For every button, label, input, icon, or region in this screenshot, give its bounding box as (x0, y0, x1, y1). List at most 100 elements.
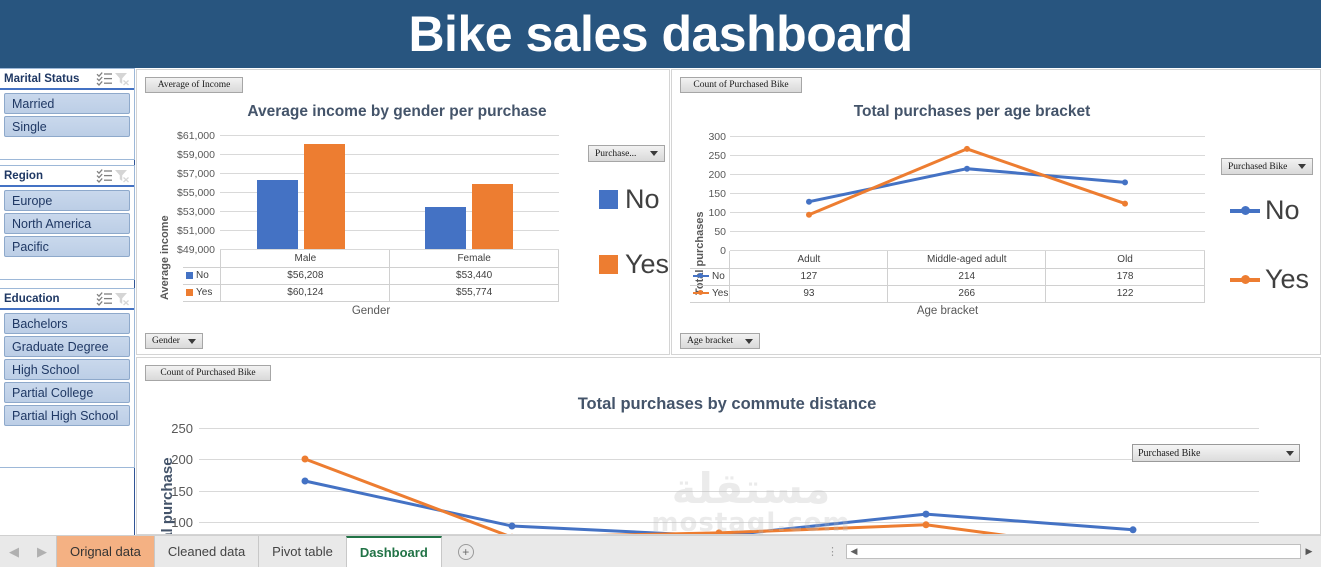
multi-select-icon[interactable] (96, 168, 113, 183)
y-tick: 250 (708, 150, 726, 162)
y-tick: 100 (708, 207, 726, 219)
legend-entry-no[interactable]: No (599, 184, 669, 215)
gridline (220, 173, 559, 174)
scrollbar-grip-icon[interactable]: ⋮ (827, 546, 838, 558)
table-header-cell: Adult (729, 251, 889, 269)
y-tick: $55,000 (177, 187, 215, 199)
legend-entry-no[interactable]: No (1230, 195, 1309, 226)
scroll-right-icon[interactable]: ▶ (1301, 546, 1317, 557)
series-line-yes (304, 457, 1007, 534)
table-cell: 266 (887, 284, 1047, 303)
gridline (220, 154, 559, 155)
data-point (922, 521, 930, 529)
pivot-axis-field-button-age-bracket[interactable]: Age bracket (680, 333, 760, 349)
legend-entry-no[interactable]: No (1157, 532, 1201, 534)
gridline (730, 212, 1205, 213)
legend-label: Yes (1246, 532, 1279, 534)
chevron-down-icon (188, 338, 196, 344)
table-header-cell: Middle-aged adult (887, 251, 1047, 269)
add-sheet-button[interactable]: + (442, 536, 490, 567)
legend-line-no (693, 273, 709, 279)
bar-female-yes[interactable] (472, 184, 513, 249)
pivot-value-field-button-income[interactable]: Average of Income (145, 77, 243, 93)
chart-average-income-by-gender[interactable]: Average of Income Average income by gend… (136, 69, 670, 355)
slicer-item-partial-high-school[interactable]: Partial High School (4, 405, 130, 426)
slicer-item-north-america[interactable]: North America (4, 213, 130, 234)
data-point (715, 529, 723, 534)
sheet-tabs: Orignal data Cleaned data Pivot table Da… (56, 536, 442, 567)
slicer-item-single[interactable]: Single (4, 116, 130, 137)
table-header-cell: Male (220, 250, 391, 268)
gridline (199, 428, 1259, 429)
legend-label: Yes (1265, 264, 1310, 294)
slicer-items: Married Single (0, 90, 134, 143)
slicer-item-bachelors[interactable]: Bachelors (4, 313, 130, 334)
slicer-item-pacific[interactable]: Pacific (4, 236, 130, 257)
bar-male-no[interactable] (257, 180, 298, 249)
sheet-tab-bar: ◀ ▶ Orignal data Cleaned data Pivot tabl… (0, 535, 1321, 567)
clear-filter-icon[interactable] (113, 291, 130, 306)
chart-purchases-by-commute-distance[interactable]: Count of Purchased Bike Total purchases … (136, 357, 1321, 535)
clear-filter-icon[interactable] (113, 71, 130, 86)
bar-male-yes[interactable] (304, 144, 345, 249)
table-cell: $55,774 (389, 283, 559, 302)
slicer-title: Marital Status (4, 72, 80, 85)
chart-purchases-per-age-bracket[interactable]: Count of Purchased Bike Total purchases … (671, 69, 1321, 355)
sheet-tab-dashboard[interactable]: Dashboard (345, 536, 442, 567)
multi-select-icon[interactable] (96, 291, 113, 306)
slicer-dropdown-purchased-bike[interactable]: Purchased Bike (1132, 444, 1300, 462)
pivot-legend-field-button-purchased-bike[interactable]: Purchased Bike (1221, 158, 1313, 175)
gridline (730, 174, 1205, 175)
slicer-item-high-school[interactable]: High School (4, 359, 130, 380)
worksheet-blank-area (0, 468, 135, 535)
y-tick: 200 (171, 452, 193, 467)
chart-legend: No Yes (1157, 532, 1279, 534)
slicer-education[interactable]: Education Bachelors Graduate Degree High… (0, 288, 135, 468)
y-tick: 250 (171, 421, 193, 436)
table-cell: $56,208 (220, 266, 391, 285)
slicer-item-married[interactable]: Married (4, 93, 130, 114)
slicer-item-graduate-degree[interactable]: Graduate Degree (4, 336, 130, 357)
pivot-axis-field-button-gender[interactable]: Gender (145, 333, 203, 349)
chart-data-table: Adult Middle-aged adult Old No 127 214 1… (690, 251, 1205, 303)
x-axis-title: Gender (351, 305, 391, 317)
pivot-value-field-button-count[interactable]: Count of Purchased Bike (680, 77, 802, 93)
series-line-yes (808, 147, 1126, 217)
pivot-value-field-button-count[interactable]: Count of Purchased Bike (145, 365, 271, 381)
sheet-tab-cleaned-data[interactable]: Cleaned data (153, 536, 259, 567)
legend-entry-yes[interactable]: Yes (1227, 532, 1279, 534)
chart-data-table: Male Female No $56,208 $53,440 Yes $60,1… (183, 250, 559, 302)
legend-label: No (1265, 195, 1300, 225)
table-series-label: No (690, 267, 731, 286)
chart-title: Total purchases by commute distance (577, 395, 877, 413)
scroll-left-icon[interactable]: ◀ (850, 546, 858, 556)
slicer-item-partial-college[interactable]: Partial College (4, 382, 130, 403)
data-point (1122, 179, 1128, 186)
slicer-header: Marital Status (0, 69, 134, 90)
gridline (220, 211, 559, 212)
slicer-region[interactable]: Region Europe North America Pacific (0, 165, 135, 280)
gridline (730, 250, 1205, 251)
y-tick: 100 (171, 515, 193, 530)
sheet-tab-pivot-table[interactable]: Pivot table (258, 536, 346, 567)
slicer-marital-status[interactable]: Marital Status Married Single (0, 68, 135, 160)
multi-select-icon[interactable] (96, 71, 113, 86)
data-point (806, 211, 812, 218)
pivot-legend-field-button-purchase[interactable]: Purchase... (588, 145, 665, 162)
horizontal-scrollbar[interactable]: ⋮ ◀ ▶ (827, 536, 1321, 567)
gridline (220, 192, 559, 193)
bar-female-no[interactable] (425, 207, 466, 249)
slicer-item-europe[interactable]: Europe (4, 190, 130, 211)
legend-entry-yes[interactable]: Yes (599, 249, 669, 280)
scrollbar-track[interactable]: ◀ (846, 544, 1301, 559)
chevron-down-icon (1286, 450, 1294, 456)
y-tick: 150 (708, 188, 726, 200)
clear-filter-icon[interactable] (113, 168, 130, 183)
sheet-nav-prev-icon[interactable]: ◀ (9, 543, 19, 559)
sheet-tab-orignal-data[interactable]: Orignal data (56, 536, 154, 567)
legend-entry-yes[interactable]: Yes (1230, 264, 1309, 295)
table-row: Yes 93 266 122 (690, 284, 1205, 303)
sheet-nav-next-icon[interactable]: ▶ (37, 543, 47, 559)
scrollbar-thumb[interactable] (861, 545, 1300, 558)
